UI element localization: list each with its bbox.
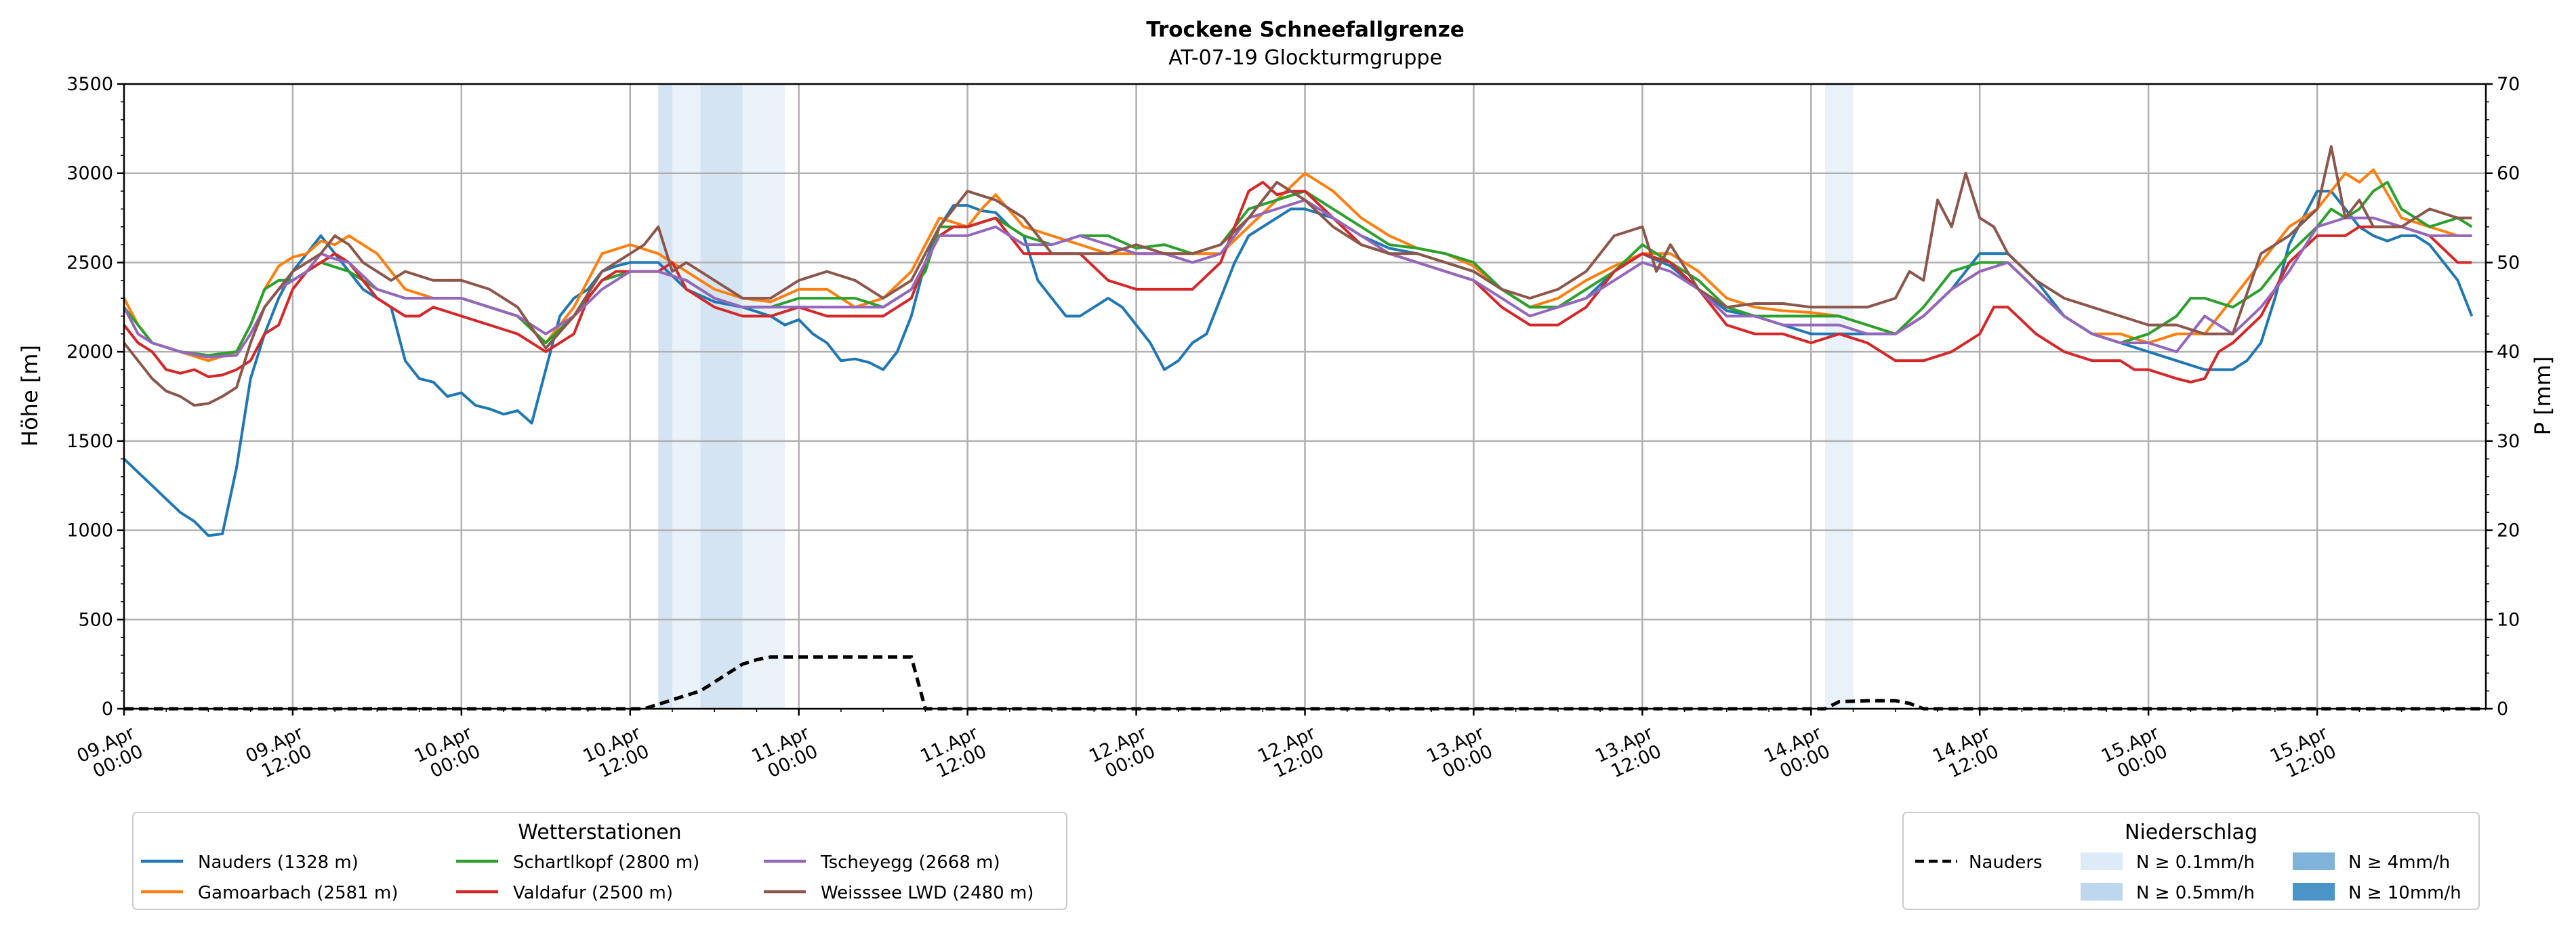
legend-label-0: Nauders (1328 m) bbox=[198, 852, 359, 873]
precip-legend-swatch-2 bbox=[2293, 852, 2335, 870]
legend-stations: Wetterstationen Nauders (1328 m) Gamoarba… bbox=[132, 812, 1067, 910]
precip-legend-swatch-0 bbox=[2081, 852, 2123, 870]
ytick-right-label-7: 70 bbox=[2497, 74, 2520, 95]
series-line-5 bbox=[123, 145, 2472, 407]
precip-band-1 bbox=[672, 84, 701, 709]
precip-band-2 bbox=[700, 84, 743, 709]
precip-line-layer bbox=[124, 655, 2486, 711]
legend-precip-frame bbox=[1902, 812, 2480, 910]
ytick-left-label-2: 1000 bbox=[66, 520, 113, 541]
ytick-left-label-7: 3500 bbox=[66, 74, 113, 95]
legend-stations-frame bbox=[132, 812, 1067, 910]
ytick-right-label-5: 50 bbox=[2497, 252, 2520, 273]
precip-legend-label-3: N ≥ 10mm/h bbox=[2348, 883, 2461, 903]
precip-legend-swatch-3 bbox=[2293, 883, 2335, 901]
precip-band-3 bbox=[742, 84, 785, 709]
ytick-right-label-2: 20 bbox=[2497, 520, 2520, 541]
legend-label-2: Schartlkopf (2800 m) bbox=[513, 852, 699, 873]
ytick-left-label-1: 500 bbox=[78, 609, 113, 630]
precip-legend-label-0: N ≥ 0.1mm/h bbox=[2136, 852, 2255, 873]
legend-precip: Niederschlag Nauders N ≥ 0.1mm/h N ≥ 0.5m… bbox=[1902, 812, 2480, 910]
precip-legend-swatch-1 bbox=[2081, 883, 2123, 901]
legend-label-1: Gamoarbach (2581 m) bbox=[198, 883, 398, 903]
series-line-3 bbox=[123, 180, 2472, 384]
ytick-right-label-3: 30 bbox=[2497, 431, 2520, 452]
ytick-left-label-3: 1500 bbox=[66, 431, 113, 452]
series-line-4 bbox=[123, 199, 2472, 358]
ytick-left-label-4: 2000 bbox=[66, 342, 113, 363]
y-axis-label-right: P [mm] bbox=[2530, 356, 2556, 436]
ytick-right-label-6: 60 bbox=[2497, 163, 2520, 184]
chart-subtitle: AT-07-19 Glockturmgruppe bbox=[1168, 46, 1442, 70]
legend-label-5: Weisssee LWD (2480 m) bbox=[821, 883, 1034, 903]
precip-legend-label-1: N ≥ 0.5mm/h bbox=[2136, 883, 2255, 903]
chart-title: Trockene Schneefallgrenze bbox=[1146, 18, 1465, 42]
precip-band-4 bbox=[1825, 84, 1854, 709]
ytick-right-label-1: 10 bbox=[2497, 609, 2520, 630]
y-axis-label-left: Höhe [m] bbox=[17, 345, 43, 447]
legend-label-4: Tscheyegg (2668 m) bbox=[820, 852, 1000, 873]
legend-precip-items: N ≥ 0.1mm/h N ≥ 0.5mm/h N ≥ 4mm/h N ≥ 10mm/… bbox=[2081, 852, 2461, 903]
legend-precip-title: Niederschlag bbox=[2125, 821, 2257, 844]
legend-stations-title: Wetterstationen bbox=[518, 821, 681, 844]
legend-stations-items: Nauders (1328 m) Gamoarbach (2581 m) Schar… bbox=[141, 852, 1034, 903]
ytick-left-label-0: 0 bbox=[102, 699, 113, 720]
axes: 0 500 1000 1500 2000 2500 3000 3500 0 10 20 30 40 50 6… bbox=[66, 74, 2520, 783]
ytick-left-label-6: 3000 bbox=[66, 163, 113, 184]
grid bbox=[124, 84, 2486, 709]
legend-precip-line-label: Nauders bbox=[1969, 852, 2043, 873]
ytick-left-label-5: 2500 bbox=[66, 252, 113, 273]
precip-line bbox=[124, 655, 2486, 711]
ytick-right-label-4: 40 bbox=[2497, 342, 2520, 363]
precip-band-0 bbox=[658, 84, 673, 709]
precip-legend-label-2: N ≥ 4mm/h bbox=[2348, 852, 2450, 873]
legend-label-3: Valdafur (2500 m) bbox=[513, 883, 673, 903]
series-lines bbox=[123, 145, 2474, 537]
ytick-right-label-0: 0 bbox=[2497, 699, 2508, 720]
precip-bands bbox=[658, 84, 1854, 709]
